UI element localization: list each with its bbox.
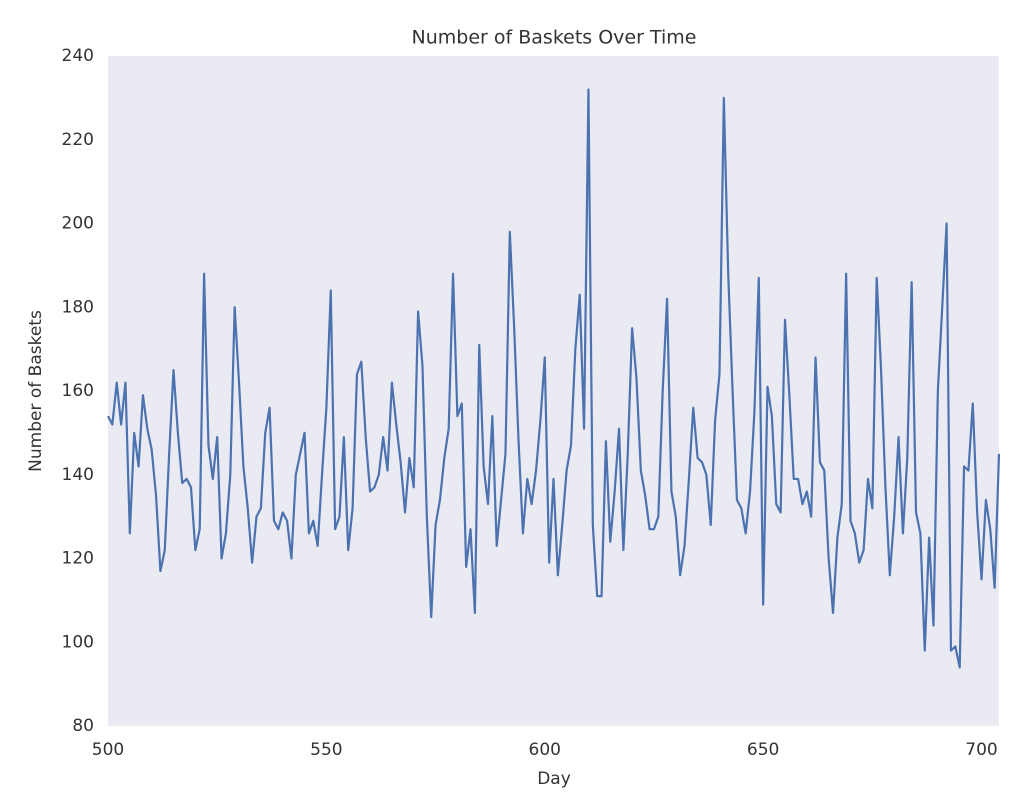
x-axis-label: Day [537, 769, 571, 789]
x-tick-label: 700 [965, 740, 997, 760]
y-tick-label: 100 [62, 632, 94, 652]
plot-area [108, 56, 999, 726]
y-tick-label: 140 [62, 465, 94, 485]
data-line [107, 88, 1001, 669]
x-tick-label: 550 [310, 740, 342, 760]
chart-title: Number of Baskets Over Time [412, 27, 697, 49]
y-tick-label: 180 [62, 297, 94, 317]
y-tick-label: 200 [62, 214, 94, 234]
y-tick-label: 220 [62, 130, 94, 150]
x-tick-label: 650 [747, 740, 779, 760]
y-tick-label: 160 [62, 381, 94, 401]
x-tick-label: 600 [529, 740, 561, 760]
y-tick-label: 120 [62, 549, 94, 569]
y-tick-label: 240 [62, 46, 94, 66]
x-tick-label: 500 [92, 740, 124, 760]
y-tick-label: 80 [72, 716, 94, 736]
y-axis-label: Number of Baskets [26, 310, 46, 472]
